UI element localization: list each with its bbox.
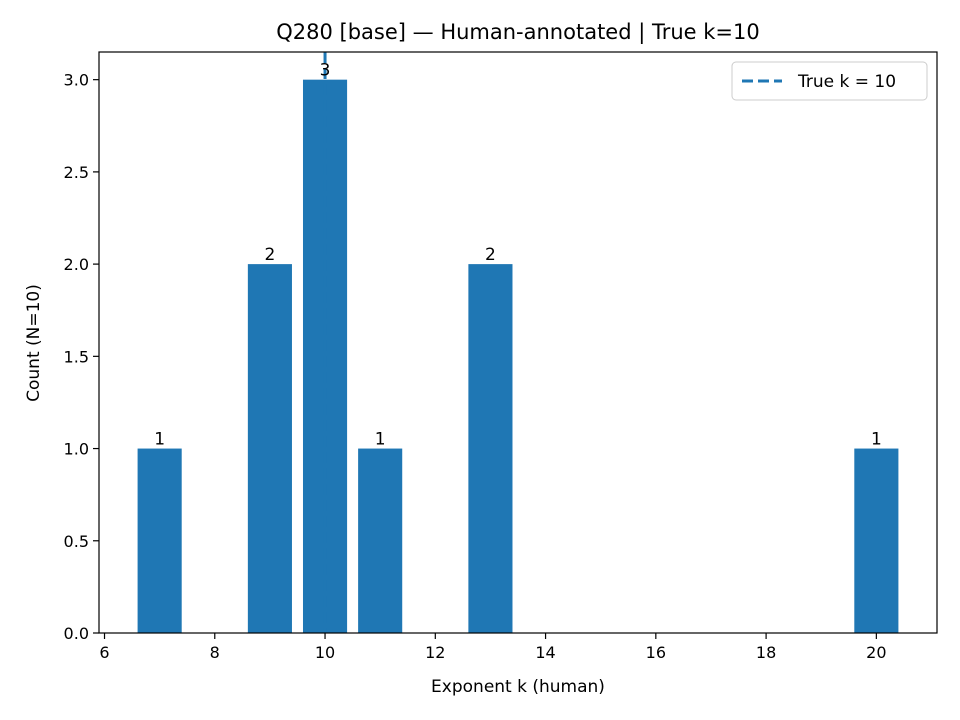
x-tick-label: 18 xyxy=(756,643,776,662)
y-tick-label: 1.5 xyxy=(64,347,89,366)
x-tick-label: 8 xyxy=(210,643,220,662)
y-tick-label: 1.0 xyxy=(64,440,89,459)
bar-7 xyxy=(137,448,182,633)
bar-value-label: 2 xyxy=(264,245,275,265)
bar-11 xyxy=(358,448,403,633)
y-axis-title: Count (N=10) xyxy=(24,284,44,402)
bar-value-label: 1 xyxy=(375,430,386,450)
legend: True k = 10 xyxy=(731,61,928,101)
x-tick-label: 12 xyxy=(425,643,445,662)
y-tick-label: 2.0 xyxy=(64,255,89,274)
bar-13 xyxy=(468,264,513,633)
y-tick-label: 3.0 xyxy=(64,71,89,90)
bar-value-label: 2 xyxy=(485,245,496,265)
bar-value-label: 1 xyxy=(154,430,165,450)
chart-title: Q280 [base] — Human-annotated | True k=1… xyxy=(276,20,760,45)
bar-20 xyxy=(854,448,899,633)
y-tick-label: 0.5 xyxy=(64,532,89,551)
bar-9 xyxy=(247,264,292,633)
y-tick-label: 2.5 xyxy=(64,163,89,182)
bar-value-label: 1 xyxy=(871,430,882,450)
legend-box xyxy=(731,61,928,101)
x-tick-label: 10 xyxy=(315,643,335,662)
y-tick-label: 0.0 xyxy=(64,624,89,643)
bar-value-label: 3 xyxy=(320,61,331,81)
axes-frame xyxy=(98,51,938,634)
x-axis-title: Exponent k (human) xyxy=(431,677,605,697)
legend-label: True k = 10 xyxy=(797,72,896,92)
x-tick-label: 20 xyxy=(866,643,886,662)
x-tick-label: 6 xyxy=(99,643,109,662)
x-tick-label: 16 xyxy=(646,643,666,662)
x-tick-label: 14 xyxy=(535,643,555,662)
